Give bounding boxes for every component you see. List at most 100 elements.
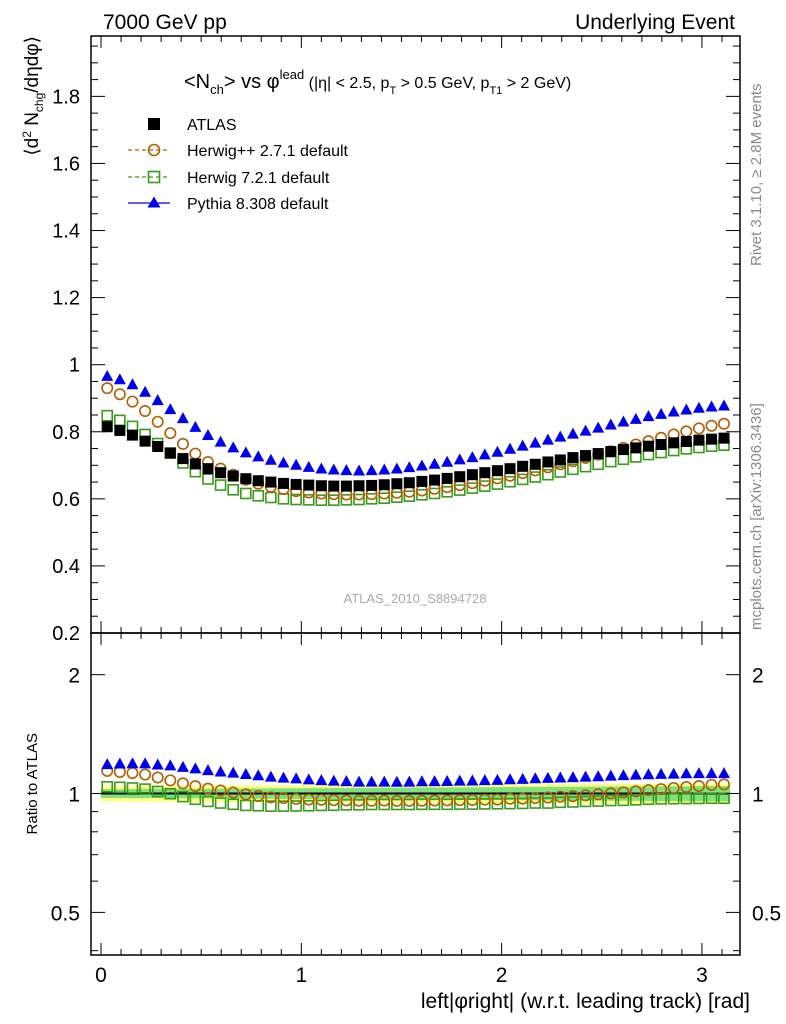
main-point-herwig1-5 [164, 427, 177, 440]
ratio-point-herwig0-10 [227, 786, 240, 799]
main-point-atlas0-33 [517, 460, 529, 472]
main-point-atlas0-32 [504, 463, 516, 475]
main-point-atlas0-12 [252, 475, 264, 487]
main-point-herwig2-33 [516, 473, 529, 486]
ratio-point-herwig0-32 [504, 792, 517, 805]
ratio-point-herwig0-13 [264, 791, 277, 804]
main-point-pythia3-4 [151, 394, 164, 406]
main-point-herwig2-37 [567, 463, 579, 476]
main-point-pythia3-46 [680, 403, 693, 415]
ratio-point-herwig1-28 [453, 798, 466, 810]
ratio-point-herwig0-20 [353, 794, 366, 807]
main-point-atlas0-31 [491, 465, 503, 477]
main-point-herwig2-12 [252, 490, 265, 502]
main-point-pythia3-41 [617, 415, 630, 427]
main-point-pythia3-34 [529, 436, 542, 448]
main-point-pythia3-31 [491, 445, 504, 457]
main-point-herwig2-10 [227, 483, 240, 496]
main-point-atlas0-25 [416, 475, 428, 487]
ratio-point-herwig0-25 [415, 794, 428, 807]
main-point-atlas0-18 [328, 480, 340, 492]
main-point-pythia3-49 [717, 399, 730, 411]
main-point-pythia3-30 [478, 448, 491, 460]
ratio-point-herwig0-19 [340, 794, 353, 807]
ratio-point-herwig0-24 [403, 794, 416, 807]
main-point-pythia3-3 [139, 385, 152, 397]
main-ytick-label: 1.4 [52, 221, 80, 243]
legend-label-herwig7: Herwig 7.2.1 default [187, 170, 330, 187]
legend-entry-atlas: ATLAS [148, 117, 237, 134]
ratio-point-herwig1-49 [718, 792, 730, 805]
main-point-atlas0-36 [554, 454, 566, 466]
ratio-point-pythia2-18 [327, 774, 340, 786]
ratio-point-herwig0-38 [579, 789, 592, 802]
main-ytick-label: 1.2 [52, 288, 80, 310]
ratio-point-herwig1-22 [378, 798, 391, 811]
legend-marker-herwig7 [147, 170, 161, 184]
main-point-herwig2-24 [403, 490, 416, 502]
main-point-atlas0-26 [429, 474, 441, 486]
ratio-point-pythia2-15 [290, 772, 303, 784]
main-point-pythia3-40 [604, 418, 617, 430]
ratio-point-herwig0-36 [554, 790, 567, 803]
ratio-point-herwig1-21 [365, 798, 378, 811]
main-point-atlas0-42 [630, 442, 642, 454]
ratio-point-pythia2-34 [529, 772, 542, 784]
ratio-point-herwig1-15 [290, 800, 302, 812]
analysis-label: ATLAS_2010_S8894728 [344, 591, 487, 606]
main-point-atlas0-7 [189, 458, 201, 470]
main-point-herwig1-47 [692, 422, 705, 435]
main-ytick-label: 0.6 [52, 489, 80, 511]
ratio-point-herwig0-16 [302, 793, 315, 806]
main-point-atlas0-13 [265, 476, 277, 488]
main-point-atlas0-37 [567, 452, 579, 464]
main-point-herwig1-1 [113, 388, 126, 401]
main-point-atlas0-2 [126, 429, 138, 441]
ratio-point-pythia2-6 [176, 760, 189, 772]
ratio-point-herwig0-44 [655, 783, 668, 796]
main-point-pythia3-12 [252, 450, 265, 462]
ratio-point-pythia2-17 [315, 774, 328, 786]
ratio-point-herwig1-16 [302, 799, 315, 812]
ratio-point-herwig1-35 [542, 797, 554, 809]
main-ytick-label: 0.2 [52, 623, 80, 645]
ratio-point-pythia2-45 [667, 767, 680, 779]
ratio-point-pythia2-24 [403, 775, 416, 787]
main-point-pythia3-9 [214, 435, 227, 447]
main-point-atlas0-35 [542, 456, 554, 468]
main-point-atlas0-27 [441, 472, 453, 484]
plot-title: <Nch> vs φlead (|η| < 2.5, pT > 0.5 GeV,… [184, 67, 571, 97]
main-point-herwig2-23 [391, 491, 403, 503]
main-ytick-label: 1 [69, 355, 80, 377]
main-point-atlas0-15 [290, 478, 302, 490]
main-point-atlas0-28 [454, 471, 466, 483]
legend-entry-pythia: Pythia 8.308 default [128, 196, 329, 213]
main-point-atlas0-4 [152, 441, 164, 453]
ratio-point-herwig1-27 [441, 798, 453, 811]
ratio-ytick-label-right: 2 [752, 665, 764, 688]
ratio-point-herwig1-43 [642, 793, 655, 806]
main-point-atlas0-0 [101, 421, 113, 433]
main-point-atlas0-48 [706, 433, 718, 445]
main-point-pythia3-26 [428, 457, 441, 469]
main-point-herwig1-46 [680, 425, 693, 438]
ratio-point-herwig1-39 [592, 795, 604, 807]
main-point-atlas0-34 [529, 458, 541, 470]
ratio-point-herwig1-9 [214, 797, 227, 809]
legend-entry-herwig7: Herwig 7.2.1 default [128, 170, 330, 187]
main-point-atlas0-49 [718, 432, 730, 444]
legend: ATLAS Herwig++ 2.7.1 default Herwig 7.2.… [128, 117, 349, 213]
ratio-point-pythia2-22 [378, 775, 391, 787]
ratio-point-herwig1-6 [177, 790, 189, 803]
y-axis-label-ratio: Ratio to ATLAS [24, 733, 41, 834]
main-point-pythia3-22 [378, 463, 391, 475]
main-point-herwig1-2 [126, 395, 139, 408]
ratio-ytick-label-right: 1 [752, 784, 764, 807]
ratio-point-herwig1-12 [252, 799, 265, 812]
main-point-pythia3-16 [302, 460, 315, 472]
main-point-herwig2-31 [491, 478, 504, 490]
main-point-atlas0-5 [164, 447, 176, 459]
ratio-point-herwig1-2 [126, 782, 139, 794]
ratio-point-pythia2-42 [629, 768, 642, 780]
ratio-point-herwig0-49 [717, 778, 730, 791]
